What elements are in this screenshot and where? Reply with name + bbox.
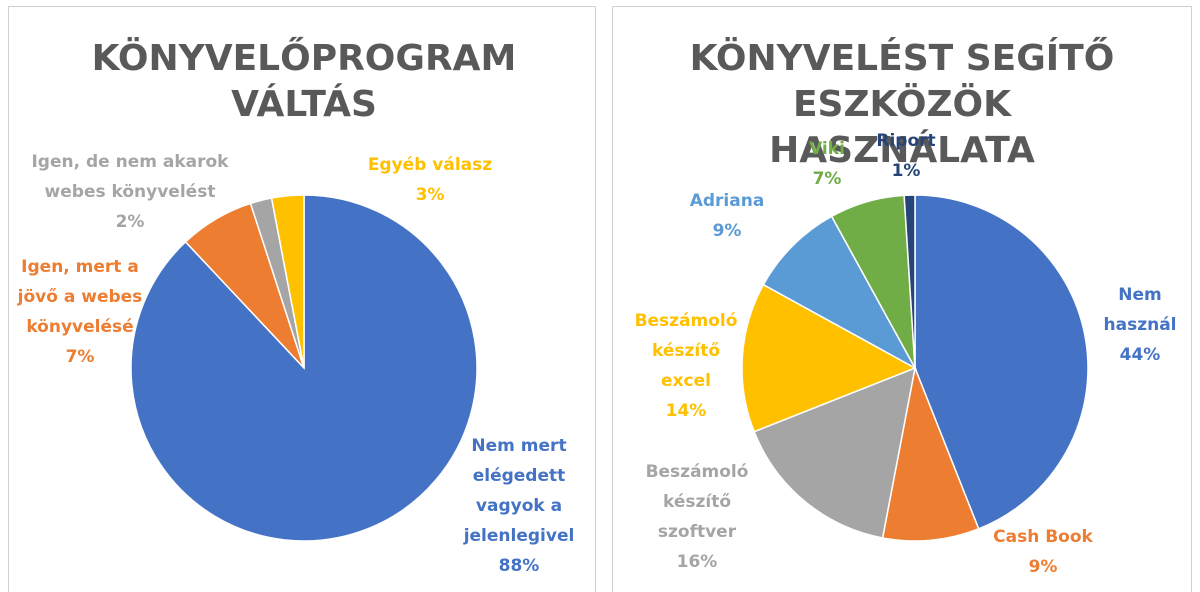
data-label: Beszámoló készítő szoftver 16% [622,457,772,577]
category-label: Riport [876,131,936,151]
value-label: 9% [712,221,742,241]
pie-slice [741,283,917,433]
category-label: Beszámoló készítő szoftver [645,462,749,542]
pie-slice [914,194,1089,530]
category-label: Egyéb válasz [367,155,493,175]
data-label: Beszámoló készítő excel 14% [626,306,746,426]
category-label: Igen, de nem akarok webes könyvelést [31,152,229,202]
data-label: Cash Book 9% [973,522,1113,582]
data-label: Egyéb válasz 3% [350,150,510,210]
value-label: 14% [665,401,707,421]
value-label: 7% [65,347,95,367]
value-label: 88% [498,556,540,576]
category-label: Nem mert elégedett vagyok a jelenlegivel [463,436,575,546]
value-label: 2% [115,212,145,232]
value-label: 16% [676,552,718,572]
value-label: 9% [1028,557,1058,577]
data-label: Igen, de nem akarok webes könyvelést 2% [10,147,250,237]
category-label: Cash Book [993,527,1093,547]
category-label: Nem használ [1103,285,1177,335]
data-label: Nem mert elégedett vagyok a jelenlegivel… [454,431,584,581]
value-label: 1% [891,161,921,181]
pie-slice [270,194,305,369]
pie-slice [881,365,980,542]
data-label: Riport 1% [861,126,951,186]
data-label: Viki 7% [787,134,867,194]
value-label: 7% [812,169,842,189]
chart-title: KÖNYVELÉST SEGÍTŐ ESZKÖZÖK HASZNÁLATA [689,38,1115,171]
category-label: Beszámoló készítő excel [634,311,738,391]
pie-slice [753,366,916,539]
pie-slice [903,194,916,369]
category-label: Adriana [689,191,765,211]
category-label: Viki [809,139,845,159]
data-label: Nem használ 44% [1095,280,1185,370]
value-label: 3% [415,185,445,205]
data-label: Adriana 9% [672,186,782,246]
pie-slice [762,215,917,370]
chart-title: KÖNYVELŐPROGRAM VÁLTÁS [91,38,517,125]
data-label: Igen, mert a jövő a webes könyvelésé 7% [10,252,150,372]
category-label: Igen, mert a jövő a webes könyvelésé [17,257,143,337]
value-label: 44% [1119,345,1161,365]
